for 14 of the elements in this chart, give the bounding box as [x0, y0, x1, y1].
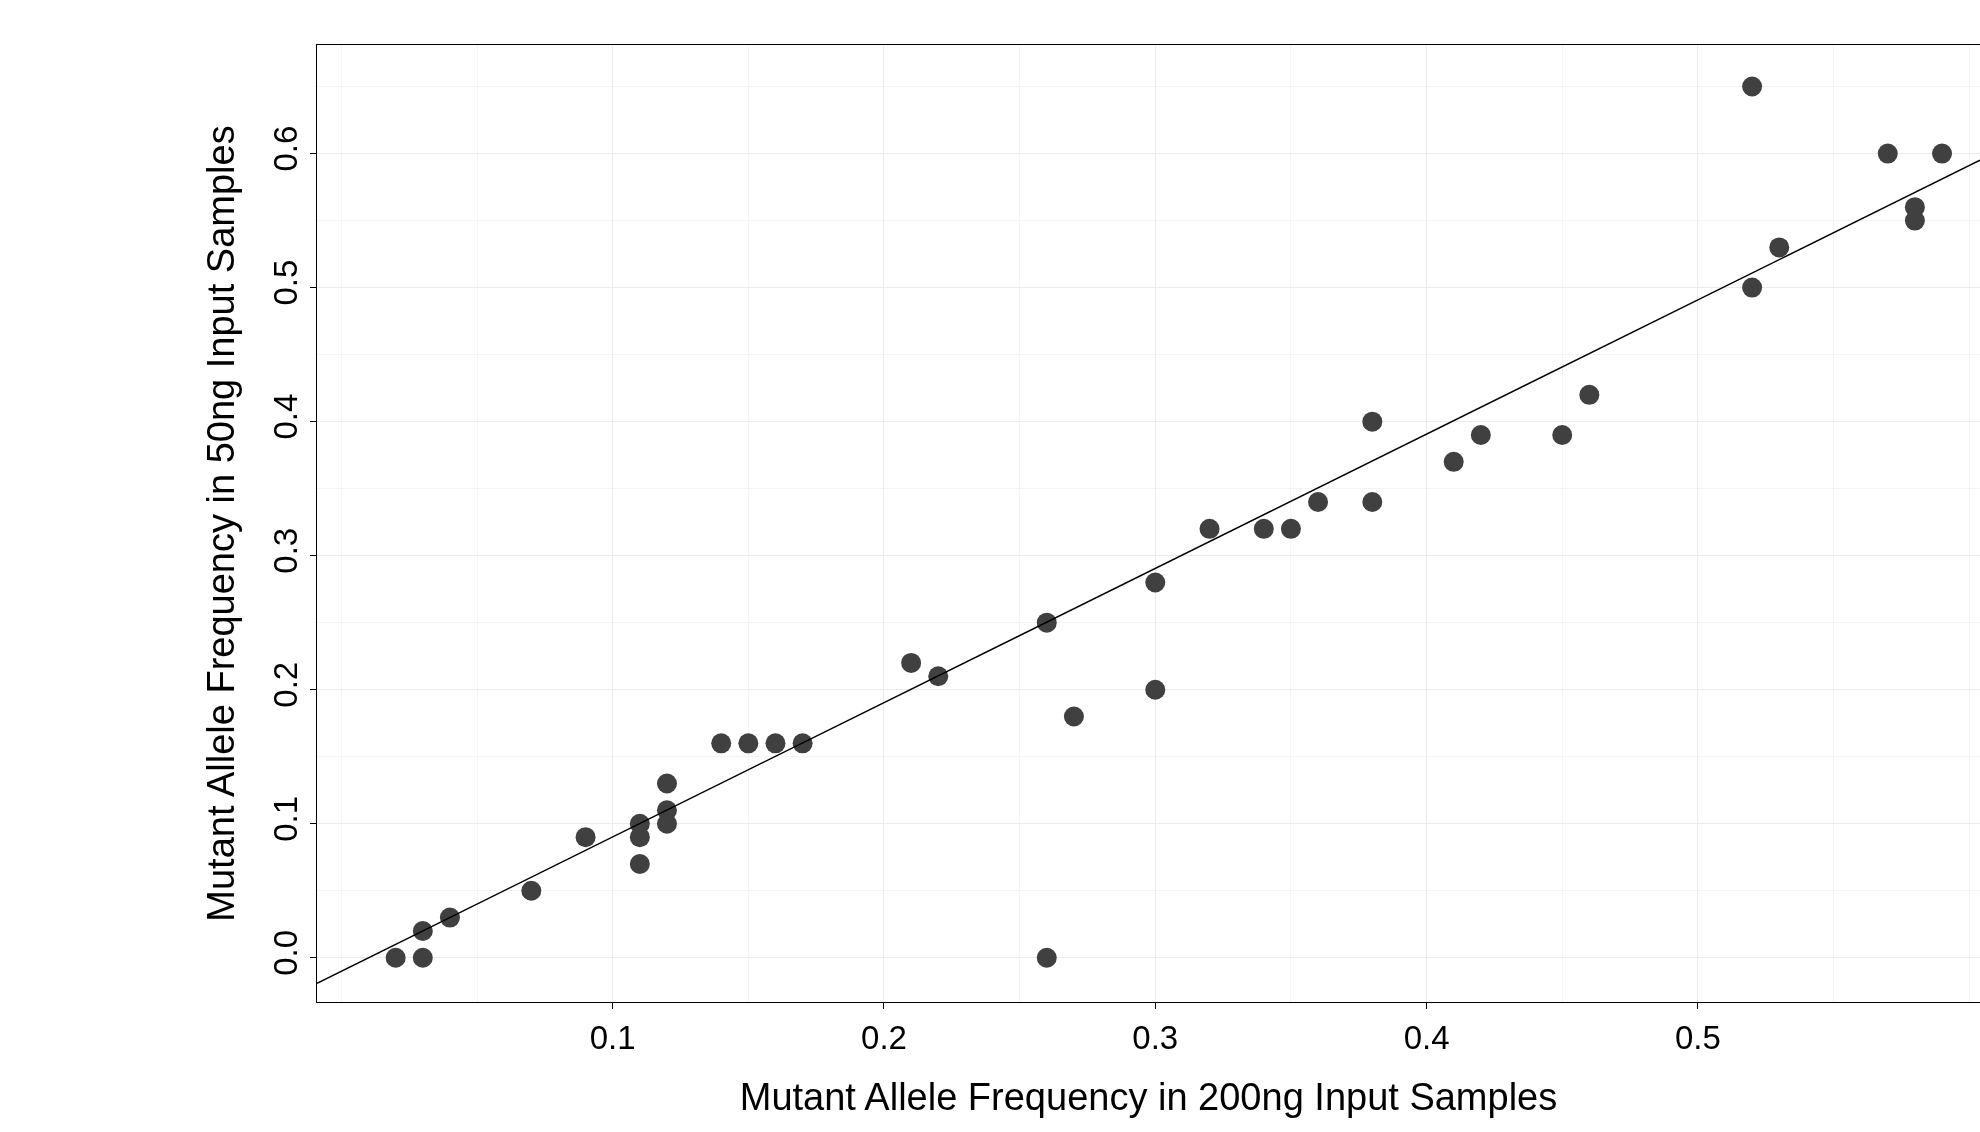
x-tick-label: 0.2 [861, 1018, 907, 1056]
x-tick-label: 0.4 [1403, 1018, 1450, 1056]
x-tick-label: 0.5 [1674, 1018, 1721, 1056]
y-tick-label: 0.3 [266, 527, 304, 574]
y-tick-label: 0.0 [266, 929, 304, 976]
y-tick-label: 0.6 [266, 125, 304, 172]
y-tick-label: 0.2 [266, 661, 304, 708]
y-tick-label: 0.4 [266, 393, 304, 440]
y-tick-label: 0.1 [266, 795, 304, 842]
y-axis-title: Mutant Allele Frequency in 50ng Input Samples [200, 125, 242, 922]
x-tick-label: 0.1 [589, 1018, 636, 1056]
x-tick-label: 0.3 [1132, 1018, 1179, 1056]
x-axis-title: Mutant Allele Frequency in 200ng Input Samples [739, 1075, 1558, 1118]
y-tick-label: 0.5 [266, 259, 304, 306]
